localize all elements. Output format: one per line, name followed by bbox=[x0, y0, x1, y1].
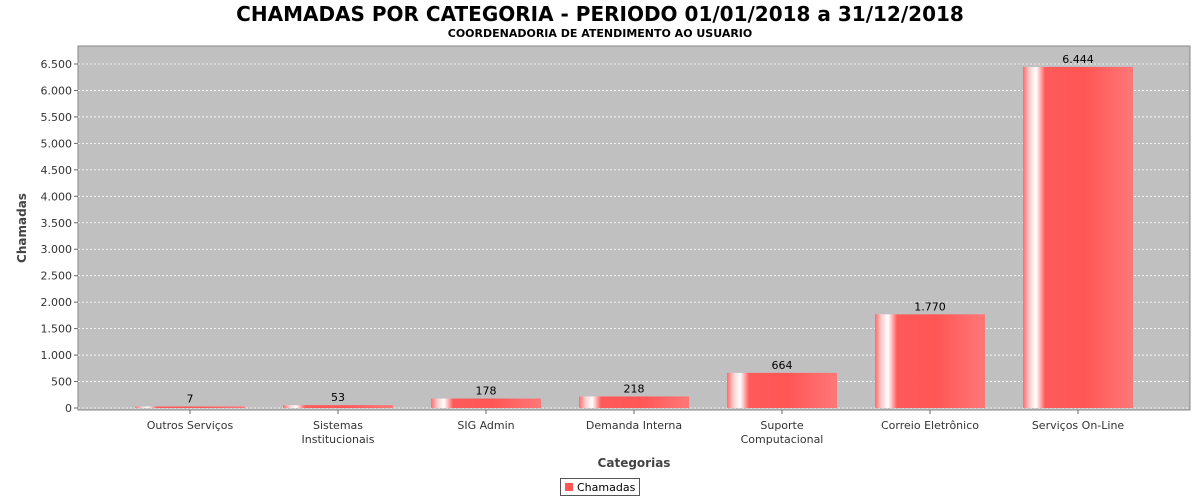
bar bbox=[283, 405, 393, 408]
chart-subtitle: COORDENADORIA DE ATENDIMENTO AO USUARIO bbox=[448, 27, 753, 40]
bar bbox=[875, 314, 985, 408]
legend: Chamadas bbox=[560, 478, 641, 496]
x-category-label: Demanda Interna bbox=[586, 419, 682, 432]
x-category-label: Serviços On-Line bbox=[1032, 419, 1125, 432]
bar-value-label: 218 bbox=[624, 382, 645, 395]
chart-title: CHAMADAS POR CATEGORIA - PERIODO 01/01/2… bbox=[236, 2, 964, 26]
x-category-label: Outros Serviços bbox=[147, 419, 234, 432]
x-axis-categories: Outros Serviços Sistemas Institucionais SIG… bbox=[147, 410, 1125, 446]
y-tick-label: 5.500 bbox=[41, 111, 73, 124]
x-category-label: Suporte Computacional bbox=[741, 419, 824, 446]
bar bbox=[431, 398, 541, 408]
bar bbox=[579, 396, 689, 408]
bars: 7 53 178 218 664 1.770 6.444 bbox=[135, 53, 1133, 409]
legend-label: Chamadas bbox=[577, 480, 636, 494]
y-tick-label: 5.000 bbox=[41, 137, 73, 150]
y-tick-label: 3.000 bbox=[41, 243, 73, 256]
bar-value-label: 7 bbox=[187, 393, 194, 406]
y-tick-label: 1.000 bbox=[41, 349, 73, 362]
bar bbox=[1023, 66, 1133, 409]
grid-lines bbox=[78, 63, 1190, 409]
bar-value-label: 53 bbox=[331, 391, 345, 404]
legend-swatch bbox=[565, 483, 573, 491]
bar bbox=[727, 372, 837, 408]
x-category-label: Sistemas Institucionais bbox=[302, 419, 375, 446]
y-tick-label: 1.500 bbox=[41, 323, 73, 336]
y-tick-label: 4.000 bbox=[41, 190, 73, 203]
x-category-label: Correio Eletrônico bbox=[881, 419, 979, 432]
y-axis-ticks: 0 500 1.000 1.500 2.000 2.500 3.000 3.500 4.000 4… bbox=[41, 58, 78, 415]
bar-value-label: 664 bbox=[772, 359, 793, 372]
y-tick-label: 2.000 bbox=[41, 296, 73, 309]
bar-value-label: 6.444 bbox=[1062, 53, 1094, 66]
y-tick-label: 500 bbox=[51, 376, 72, 389]
bar bbox=[135, 406, 245, 408]
x-axis-label: Categorias bbox=[598, 456, 671, 470]
bar-value-label: 1.770 bbox=[914, 300, 946, 313]
y-tick-label: 6.000 bbox=[41, 84, 73, 97]
y-tick-label: 2.500 bbox=[41, 270, 73, 283]
y-tick-label: 0 bbox=[65, 402, 72, 415]
y-tick-label: 3.500 bbox=[41, 217, 73, 230]
y-axis-label: Chamadas bbox=[15, 193, 29, 263]
y-tick-label: 4.500 bbox=[41, 164, 73, 177]
x-category-label: SIG Admin bbox=[457, 419, 514, 432]
bar-value-label: 178 bbox=[476, 385, 497, 398]
y-tick-label: 6.500 bbox=[41, 58, 73, 71]
plot-area bbox=[77, 45, 1191, 411]
